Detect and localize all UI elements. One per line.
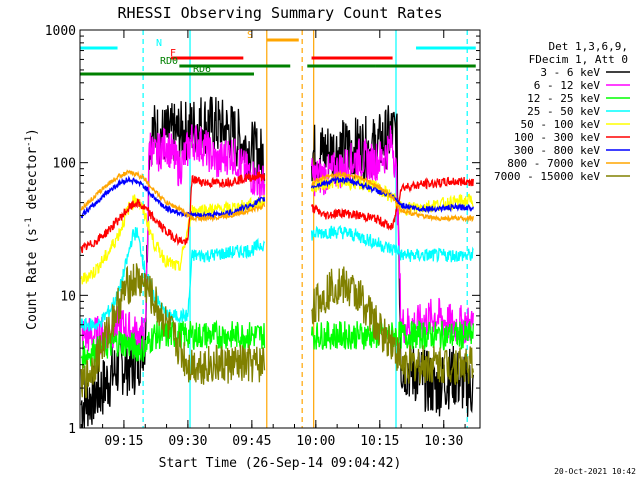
legend-label: 7000 - 15000 keV [494,170,600,183]
x-tick-label: 09:30 [168,434,207,449]
flag-label-n: N [156,38,162,49]
x-tick-label: 09:15 [104,434,143,449]
series-800-7000-kev-seg-0 [80,169,266,223]
legend-header-0: Det 1,3,6,9, [549,40,628,53]
x-tick-label: 10:15 [360,434,399,449]
plot-frame [79,29,481,429]
flag-label-f: F [170,48,176,59]
x-tick-label: 10:30 [424,434,463,449]
flag-label-rd0: RD0 [160,56,178,67]
y-tick-label: 10 [60,289,76,304]
y-tick-label: 1000 [45,24,76,39]
series-100-300-kev-seg-1 [310,176,474,231]
series-25-50-kev-seg-0 [80,227,266,332]
legend-label: 50 - 100 keV [521,118,601,131]
y-tick-label: 100 [53,157,76,172]
x-axis-label: Start Time (26-Sep-14 09:04:42) [159,456,402,471]
flag-label-s: S [247,30,253,41]
y-axis-label: Count Rate (s-1 detector-1) [24,128,40,330]
x-tick-label: 10:00 [296,434,335,449]
legend-label: 800 - 7000 keV [507,157,600,170]
series-7000-15000-kev-seg-0 [80,263,266,399]
legend-label: 12 - 25 keV [527,92,600,105]
series-50-100-kev-seg-0 [80,194,266,285]
legend-label: 6 - 12 keV [534,79,601,92]
x-tick-label: 09:45 [232,434,271,449]
chart-title: RHESSI Observing Summary Count Rates [117,4,442,22]
legend-label: 3 - 6 keV [540,66,600,79]
flag-label-rd6: RD6 [193,64,211,75]
series-100-300-kev-seg-0 [80,171,266,254]
plot-content [80,30,474,428]
legend-label: 100 - 300 keV [514,131,600,144]
series-25-50-kev-seg-1 [310,224,474,263]
series-7000-15000-kev-seg-1 [311,266,474,385]
series-800-7000-kev-seg-1 [311,170,474,223]
footer-date: 20-Oct-2021 10:42 [554,467,636,476]
legend-header-1: FDecim 1, Att 0 [529,53,628,66]
axes: 09:15 09:30 09:45 10:00 10:15 10:30 1 10 100 1000 [45,24,480,449]
legend-label: 25 - 50 keV [527,105,600,118]
y-tick-label: 1 [68,422,76,437]
legend-label: 300 - 800 keV [514,144,600,157]
series-12-25-kev-seg-1 [310,320,474,351]
